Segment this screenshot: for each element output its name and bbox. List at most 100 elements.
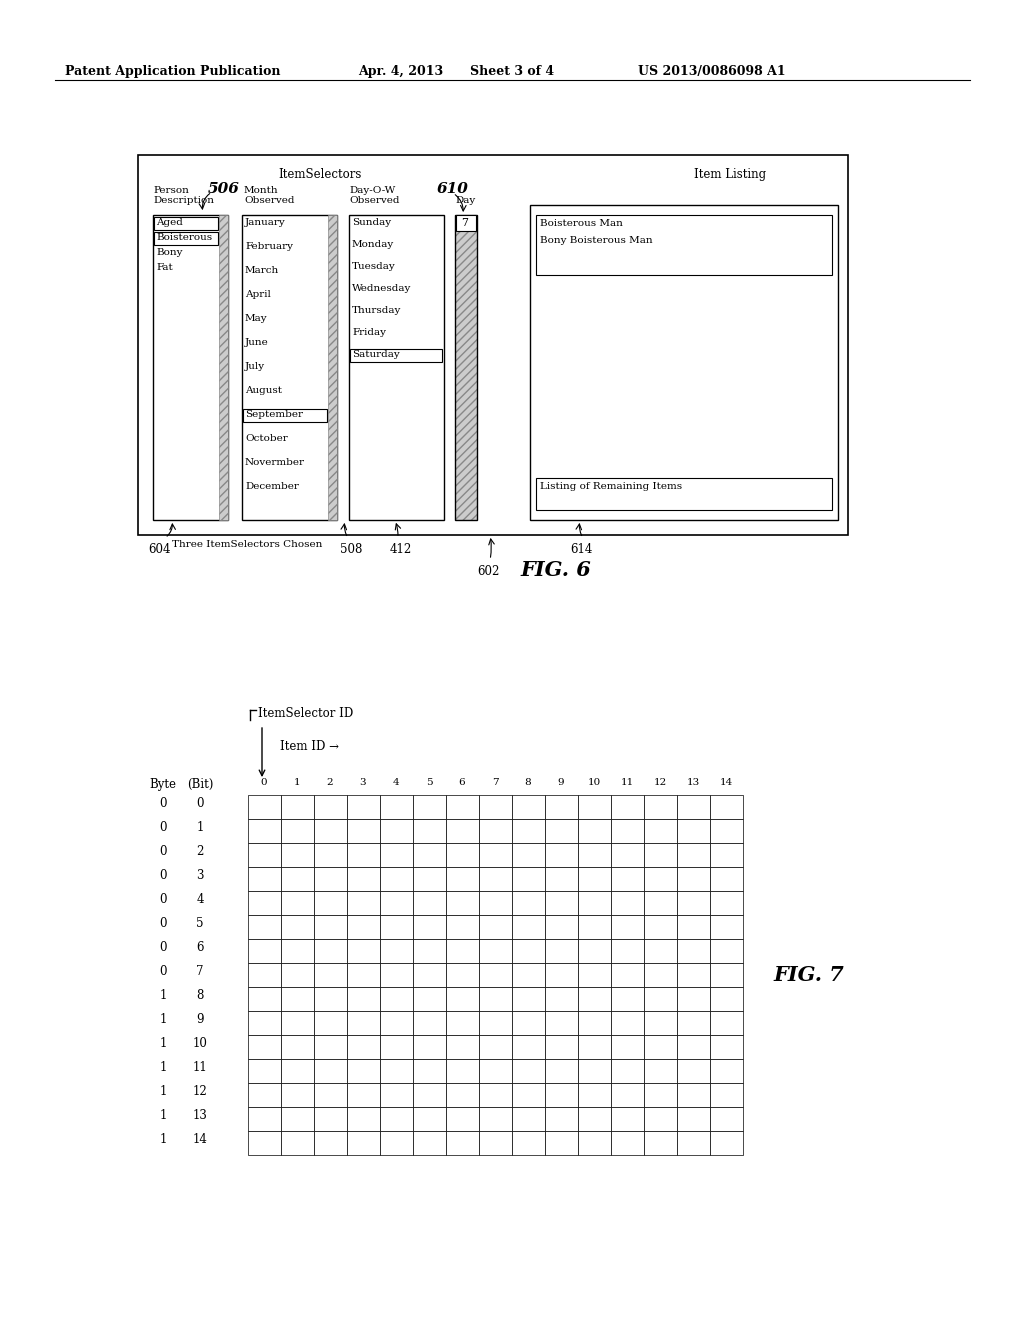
- Text: 614: 614: [570, 543, 592, 556]
- Bar: [347, 867, 380, 891]
- Bar: [446, 867, 479, 891]
- Bar: [248, 1131, 281, 1155]
- Text: December: December: [245, 482, 299, 491]
- Bar: [281, 964, 314, 987]
- Text: 8: 8: [197, 989, 204, 1002]
- Text: 11: 11: [621, 777, 634, 787]
- Text: Description: Description: [153, 195, 214, 205]
- Bar: [677, 891, 710, 915]
- Bar: [710, 1059, 743, 1082]
- Bar: [446, 1011, 479, 1035]
- Bar: [347, 987, 380, 1011]
- Bar: [413, 987, 446, 1011]
- Bar: [154, 232, 218, 246]
- Text: Person: Person: [153, 186, 188, 195]
- Bar: [710, 795, 743, 818]
- Bar: [611, 843, 644, 867]
- Bar: [578, 818, 611, 843]
- Bar: [347, 1107, 380, 1131]
- Bar: [380, 939, 413, 964]
- Bar: [611, 1131, 644, 1155]
- Text: 1: 1: [197, 821, 204, 834]
- Bar: [413, 1011, 446, 1035]
- Bar: [248, 891, 281, 915]
- Text: March: March: [245, 267, 280, 275]
- Bar: [138, 154, 848, 535]
- Text: 0: 0: [261, 777, 267, 787]
- Text: Byte: Byte: [150, 777, 176, 791]
- Bar: [413, 867, 446, 891]
- Bar: [677, 1082, 710, 1107]
- Bar: [677, 795, 710, 818]
- Text: 0: 0: [160, 821, 167, 834]
- Bar: [710, 1082, 743, 1107]
- Bar: [248, 915, 281, 939]
- Bar: [545, 964, 578, 987]
- Text: Observed: Observed: [244, 195, 295, 205]
- Text: Item Listing: Item Listing: [694, 168, 766, 181]
- Bar: [314, 843, 347, 867]
- Text: 1: 1: [160, 1012, 167, 1026]
- Bar: [446, 915, 479, 939]
- Text: FIG. 7: FIG. 7: [773, 965, 844, 985]
- Bar: [328, 215, 337, 520]
- Bar: [677, 1107, 710, 1131]
- Bar: [611, 1059, 644, 1082]
- Text: 3: 3: [359, 777, 367, 787]
- Bar: [545, 1131, 578, 1155]
- Bar: [644, 818, 677, 843]
- Bar: [611, 939, 644, 964]
- Bar: [248, 1082, 281, 1107]
- Bar: [446, 1107, 479, 1131]
- Bar: [578, 915, 611, 939]
- Text: 8: 8: [524, 777, 531, 787]
- Bar: [578, 964, 611, 987]
- Text: 2: 2: [197, 845, 204, 858]
- Bar: [314, 1082, 347, 1107]
- Bar: [248, 818, 281, 843]
- Bar: [455, 215, 477, 520]
- Bar: [479, 891, 512, 915]
- Text: 5: 5: [197, 917, 204, 931]
- Text: 508: 508: [340, 543, 362, 556]
- Bar: [413, 939, 446, 964]
- Bar: [347, 795, 380, 818]
- Bar: [611, 795, 644, 818]
- Bar: [281, 1107, 314, 1131]
- Bar: [578, 1059, 611, 1082]
- Bar: [380, 795, 413, 818]
- Bar: [153, 215, 228, 520]
- Bar: [710, 891, 743, 915]
- Bar: [380, 1059, 413, 1082]
- Bar: [479, 867, 512, 891]
- Bar: [611, 1082, 644, 1107]
- Bar: [349, 215, 444, 520]
- Bar: [413, 818, 446, 843]
- Text: 1: 1: [294, 777, 300, 787]
- Bar: [413, 891, 446, 915]
- Text: 1: 1: [160, 1061, 167, 1074]
- Text: 7: 7: [461, 218, 468, 228]
- Bar: [446, 843, 479, 867]
- Bar: [677, 843, 710, 867]
- Bar: [347, 964, 380, 987]
- Bar: [710, 964, 743, 987]
- Bar: [644, 915, 677, 939]
- Bar: [248, 867, 281, 891]
- Bar: [347, 1059, 380, 1082]
- Bar: [380, 1107, 413, 1131]
- Bar: [677, 867, 710, 891]
- Bar: [314, 1059, 347, 1082]
- Bar: [512, 1035, 545, 1059]
- Bar: [677, 939, 710, 964]
- Bar: [347, 843, 380, 867]
- Text: 0: 0: [160, 941, 167, 954]
- Text: 1: 1: [160, 1085, 167, 1098]
- Bar: [545, 818, 578, 843]
- Bar: [512, 843, 545, 867]
- Bar: [314, 987, 347, 1011]
- Bar: [710, 1035, 743, 1059]
- Text: Novermber: Novermber: [245, 458, 305, 467]
- Bar: [677, 915, 710, 939]
- Bar: [677, 1011, 710, 1035]
